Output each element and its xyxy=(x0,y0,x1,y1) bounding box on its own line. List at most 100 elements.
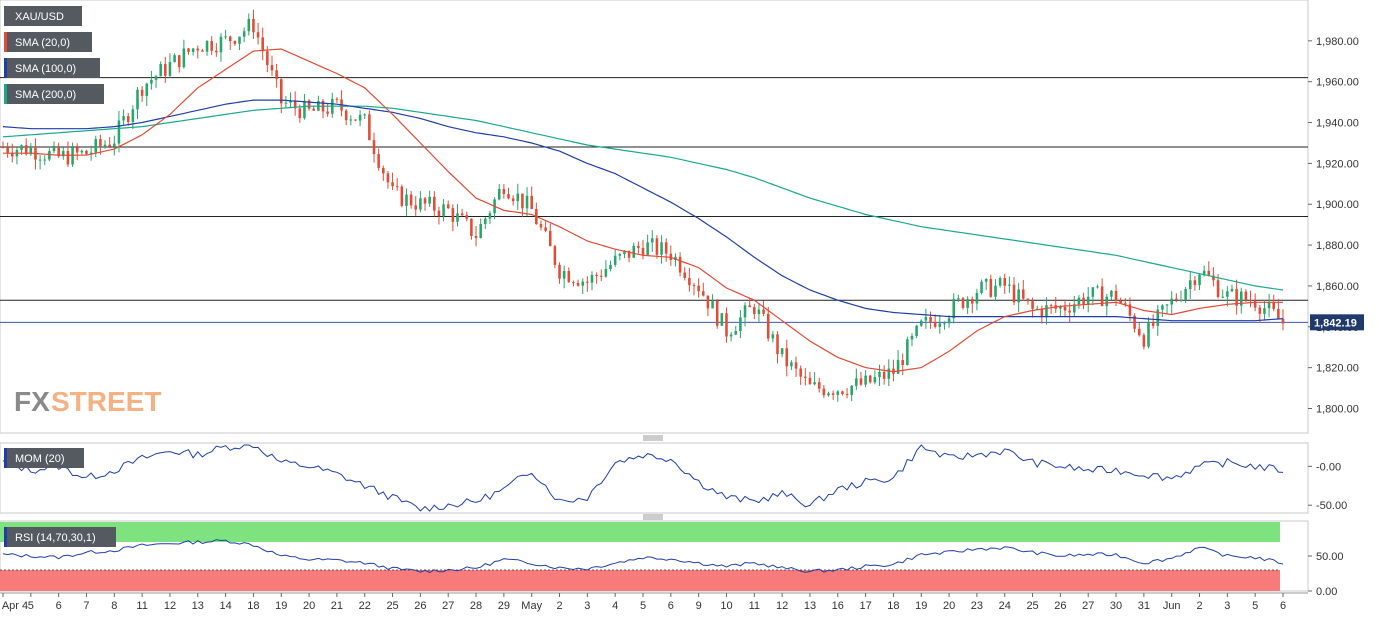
momentum-y-tick-label: -0.00 xyxy=(1316,461,1341,473)
candle xyxy=(688,267,691,292)
x-tick-label: 17 xyxy=(859,600,871,612)
candle xyxy=(664,238,668,262)
candle xyxy=(929,311,932,329)
candle xyxy=(910,333,914,347)
candle xyxy=(386,171,390,189)
legend-label: SMA (20,0) xyxy=(15,37,70,49)
candle xyxy=(66,141,70,167)
candle xyxy=(168,53,172,79)
legend-item[interactable]: SMA (100,0) xyxy=(4,58,100,78)
candle xyxy=(753,303,756,320)
candle xyxy=(855,368,858,390)
price-legend: XAU/USD SMA (20,0) SMA (100,0) SMA (200,0) xyxy=(4,6,104,104)
candle xyxy=(794,356,798,377)
candle xyxy=(989,274,993,298)
candle xyxy=(145,82,149,106)
candle xyxy=(817,377,821,393)
rsi-legend-item[interactable]: RSI (14,70,30,1) xyxy=(4,527,116,547)
candle xyxy=(850,385,853,402)
candle xyxy=(558,262,561,284)
candle xyxy=(799,365,802,385)
candle xyxy=(474,226,478,247)
candle xyxy=(1031,297,1034,318)
legend-item[interactable]: SMA (20,0) xyxy=(4,32,92,52)
candle xyxy=(1281,309,1285,331)
rsi-line xyxy=(2,539,1284,574)
rsi-panel: 50.00 0.00 RSI (14,70,30,1) xyxy=(0,520,1344,598)
candle xyxy=(1184,287,1187,303)
candle xyxy=(1077,295,1081,309)
candle xyxy=(1073,295,1076,317)
candle xyxy=(1086,287,1090,313)
candle xyxy=(1244,289,1248,303)
candle xyxy=(293,91,297,116)
candle xyxy=(358,110,362,127)
candle xyxy=(1063,299,1067,317)
rsi-legend: RSI (14,70,30,1) xyxy=(4,527,116,547)
candle xyxy=(901,353,904,375)
candle xyxy=(1221,289,1224,299)
candle xyxy=(655,235,659,259)
candle xyxy=(85,149,88,155)
x-tick-label: 31 xyxy=(1138,600,1150,612)
candle xyxy=(618,252,622,261)
last-price-box xyxy=(1310,314,1364,331)
x-tick-label: 16 xyxy=(832,600,844,612)
panel-splitter-1[interactable] xyxy=(643,435,663,441)
candle xyxy=(998,276,1002,288)
candle xyxy=(868,374,872,384)
candle xyxy=(298,104,302,123)
candle xyxy=(470,218,473,240)
panel-splitter-2[interactable] xyxy=(643,514,663,520)
x-tick-label: 19 xyxy=(275,600,287,612)
candle xyxy=(572,280,575,287)
candle xyxy=(451,204,455,232)
legend-item[interactable]: XAU/USD xyxy=(4,6,82,26)
candle xyxy=(80,149,84,155)
momentum-legend-label: MOM (20) xyxy=(15,453,65,465)
x-tick-label: 26 xyxy=(1054,600,1066,612)
candle xyxy=(1091,286,1095,306)
candle xyxy=(284,96,288,108)
candle xyxy=(827,391,830,397)
candle xyxy=(780,348,784,358)
candle xyxy=(507,187,510,200)
x-tick-label: 20 xyxy=(303,600,315,612)
x-tick-label: 10 xyxy=(720,600,732,612)
momentum-legend-item[interactable]: MOM (20) xyxy=(4,448,84,468)
x-tick-label: 28 xyxy=(470,600,482,612)
candle xyxy=(372,132,376,163)
x-tick-label: 25 xyxy=(386,600,398,612)
candle xyxy=(136,87,139,120)
candle xyxy=(516,183,520,211)
candle xyxy=(1147,317,1150,349)
candle xyxy=(238,36,241,51)
candle xyxy=(590,271,594,291)
candle xyxy=(1008,276,1011,293)
candle xyxy=(122,109,125,127)
momentum-panel: -0.00 -50.00 MOM (20) xyxy=(0,442,1347,514)
candle xyxy=(177,54,181,73)
candle xyxy=(576,279,580,287)
x-tick-label: 4 xyxy=(612,600,618,612)
candle xyxy=(841,390,844,396)
candle xyxy=(150,70,153,90)
candle xyxy=(785,339,789,377)
legend-item[interactable]: SMA (200,0) xyxy=(4,84,104,104)
x-tick-label: 9 xyxy=(696,600,702,612)
candle xyxy=(62,147,65,160)
rsi-y-axis: 50.00 0.00 xyxy=(1308,551,1344,598)
candle xyxy=(836,390,840,402)
candle xyxy=(205,40,209,56)
time-x-axis: Apr 4 5 6 7 8 11 12 13 14 18 19 20 21 22 25 26 27 28 29 May… xyxy=(0,592,1308,612)
candle xyxy=(1119,297,1122,304)
candle xyxy=(859,371,863,387)
candle xyxy=(511,195,515,206)
candle xyxy=(683,267,687,281)
candle xyxy=(335,97,339,103)
candle xyxy=(725,307,728,343)
x-tick-label: 11 xyxy=(749,600,760,612)
candle xyxy=(1198,273,1201,290)
candle xyxy=(1137,322,1141,337)
